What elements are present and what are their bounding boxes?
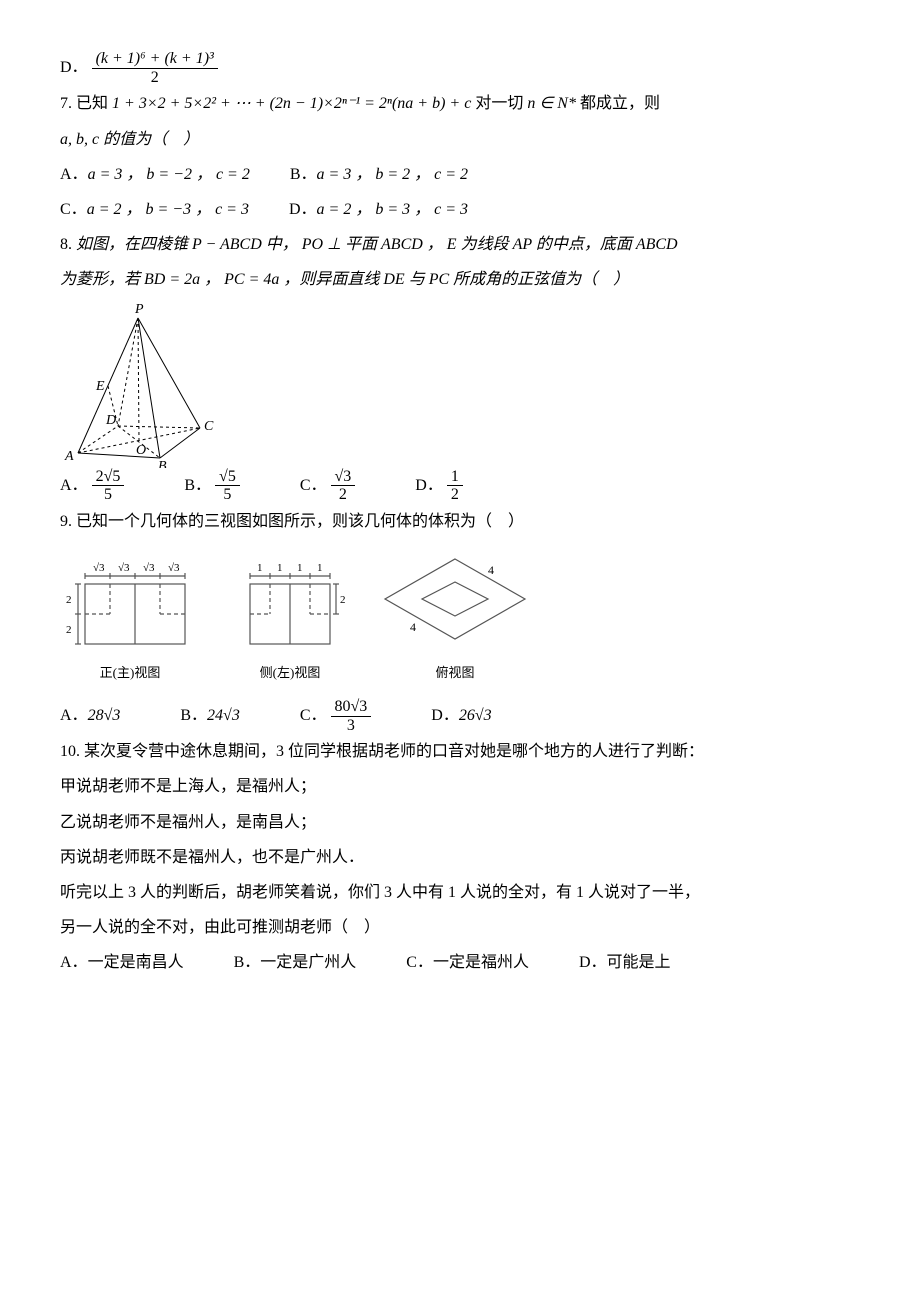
q8-options: A． 2√55 B． √55 C． √32 D． 12 (60, 468, 860, 504)
q9-opt-b: B．24√3 (180, 698, 239, 734)
svg-text:√3: √3 (143, 562, 155, 574)
svg-text:1: 1 (257, 562, 263, 574)
q10-opt-c: C．一定是福州人 (406, 945, 529, 980)
svg-text:2: 2 (66, 594, 72, 606)
svg-text:2: 2 (340, 594, 346, 606)
q7-opt-b: B．a = 3 ， b = 2 ， c = 2 (290, 157, 468, 192)
q8-opt-b: B． √55 (184, 468, 239, 504)
opt-label: D． (60, 59, 88, 76)
q7-options-row2: C．a = 2 ， b = −3 ， c = 3 D．a = 2 ， b = 3… (60, 192, 860, 227)
q10-opt-d: D．可能是上 (579, 945, 671, 980)
q9-front-view: √3 √3 √3 √3 (60, 559, 200, 688)
q10-stem-line4: 丙说胡老师既不是福州人，也不是广州人． (60, 840, 860, 875)
q10-stem-line2: 甲说胡老师不是上海人，是福州人； (60, 769, 860, 804)
q10-stem-line5: 听完以上 3 人的判断后，胡老师笑着说，你们 3 人中有 1 人说的全对，有 1… (60, 875, 860, 910)
q9-side-view: 1 1 1 1 2 (230, 559, 350, 688)
q8-stem-line2: 为菱形，若 BD = 2a ， PC = 4a ，则异面直线 DE 与 PC 所… (60, 262, 860, 297)
q8-opt-c: C． √32 (300, 468, 355, 504)
svg-text:B: B (158, 459, 167, 468)
svg-text:1: 1 (317, 562, 323, 574)
q9-top-view: 4 4 俯视图 (380, 549, 530, 688)
q9-options: A．28√3 B．24√3 C． 80√33 D．26√3 (60, 698, 860, 734)
q8-stem-line1: 8. 如图，在四棱锥 P − ABCD 中， PO ⊥ 平面 ABCD ， E … (60, 227, 860, 262)
svg-text:O: O (136, 443, 146, 458)
q10-stem-line6: 另一人说的全不对，由此可推测胡老师（ ） (60, 910, 860, 945)
svg-text:1: 1 (277, 562, 283, 574)
svg-text:√3: √3 (118, 562, 130, 574)
svg-text:1: 1 (297, 562, 303, 574)
q10-opt-b: B．一定是广州人 (234, 945, 357, 980)
svg-text:E: E (95, 379, 105, 394)
svg-text:P: P (134, 302, 144, 317)
q10-opt-a: A．一定是南昌人 (60, 945, 184, 980)
q8-opt-a: A． 2√55 (60, 468, 124, 504)
q9-opt-a: A．28√3 (60, 698, 120, 734)
svg-text:4: 4 (488, 563, 494, 577)
q10-stem-line1: 10. 某次夏令营中途休息期间，3 位同学根据胡老师的口音对她是哪个地方的人进行… (60, 734, 860, 769)
q6-opt-d: D． (k + 1)⁶ + (k + 1)³ 2 (60, 50, 860, 86)
q7-opt-a: A．a = 3 ， b = −2 ， c = 2 (60, 157, 250, 192)
svg-text:√3: √3 (93, 562, 105, 574)
svg-text:C: C (204, 419, 214, 434)
q7-stem-line1: 7. 已知 1 + 3×2 + 5×2² + ⋯ + (2n − 1)×2ⁿ⁻¹… (60, 86, 860, 121)
q9-three-views: √3 √3 √3 √3 (60, 549, 860, 688)
q8-opt-d: D． 12 (415, 468, 463, 504)
fraction: (k + 1)⁶ + (k + 1)³ 2 (92, 50, 218, 86)
svg-text:4: 4 (410, 620, 416, 634)
q7-opt-d: D．a = 2 ， b = 3 ， c = 3 (289, 192, 468, 227)
q9-opt-c: C． 80√33 (300, 698, 371, 734)
q10-stem-line3: 乙说胡老师不是福州人，是南昌人； (60, 805, 860, 840)
svg-text:A: A (64, 449, 74, 464)
svg-text:2: 2 (66, 624, 72, 636)
q7-options-row1: A．a = 3 ， b = −2 ， c = 2 B．a = 3 ， b = 2… (60, 157, 860, 192)
svg-text:√3: √3 (168, 562, 180, 574)
q10-options: A．一定是南昌人 B．一定是广州人 C．一定是福州人 D．可能是上 (60, 945, 860, 980)
q9-stem: 9. 已知一个几何体的三视图如图所示，则该几何体的体积为（ ） (60, 504, 860, 539)
svg-text:D: D (105, 413, 116, 428)
q7-stem-line2: a, b, c 的值为（ ） (60, 122, 860, 157)
q7-opt-c: C．a = 2 ， b = −3 ， c = 3 (60, 192, 249, 227)
q8-pyramid-diagram: P A B C D E O (60, 298, 230, 468)
q9-opt-d: D．26√3 (431, 698, 491, 734)
